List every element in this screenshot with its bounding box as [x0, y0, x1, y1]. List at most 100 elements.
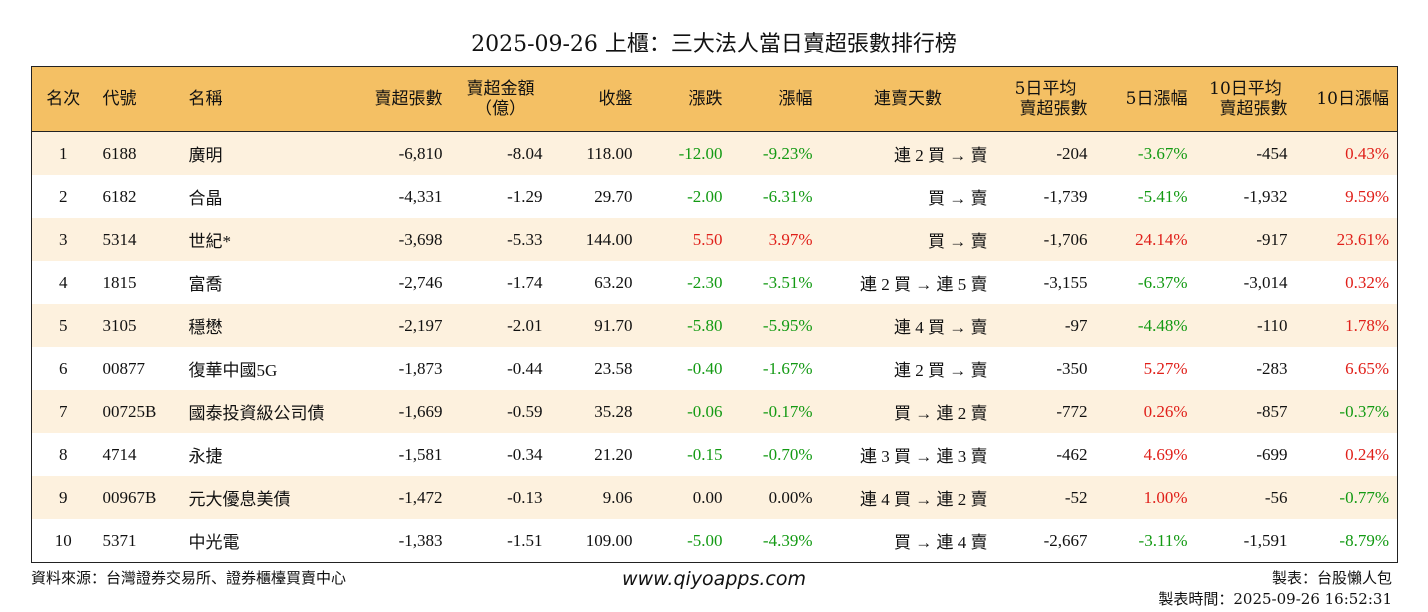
cell-sell-lots: -1,472 [350, 476, 451, 519]
cell-streak: 買 → 賣 [820, 175, 996, 218]
cell-close: 63.20 [550, 261, 641, 304]
cell-pct10: 0.24% [1295, 433, 1398, 476]
table-row: 9 00967B 元大優息美債 -1,472 -0.13 9.06 0.00 0.00% 連 4… [31, 476, 1398, 519]
ranking-table: 名次 代號 名稱 賣超張數 賣超金額 （億） 收盤 漲跌 漲幅 連賣天數 5日平均… [31, 66, 1398, 563]
cell-close: 9.06 [550, 476, 641, 519]
cell-change-pct: -5.95% [730, 304, 821, 347]
cell-rank: 7 [31, 390, 95, 433]
header-sell-lots: 賣超張數 [350, 66, 451, 132]
cell-avg10: -3,014 [1195, 261, 1296, 304]
cell-rank: 9 [31, 476, 95, 519]
cell-streak: 連 2 買 → 賣 [820, 347, 996, 390]
cell-sell-lots: -4,331 [350, 175, 451, 218]
cell-sell-lots: -6,810 [350, 131, 451, 175]
timestamp: 製表時間：2025-09-26 16:52:31 [1158, 590, 1392, 608]
cell-sell-amount: -1.51 [450, 519, 551, 563]
cell-change: -0.06 [640, 390, 731, 433]
cell-avg10: -1,591 [1195, 519, 1296, 563]
cell-pct10: 0.43% [1295, 131, 1398, 175]
cell-avg10: -699 [1195, 433, 1296, 476]
cell-change-pct: -0.70% [730, 433, 821, 476]
cell-change: -0.40 [640, 347, 731, 390]
cell-name: 廣明 [180, 131, 351, 175]
cell-streak: 買 → 連 2 賣 [820, 390, 996, 433]
cell-rank: 6 [31, 347, 95, 390]
cell-code: 00877 [94, 347, 181, 390]
cell-code: 1815 [94, 261, 181, 304]
cell-pct5: 5.27% [1095, 347, 1196, 390]
cell-pct5: 0.26% [1095, 390, 1196, 433]
cell-pct5: -4.48% [1095, 304, 1196, 347]
cell-pct5: -3.11% [1095, 519, 1196, 563]
cell-change: -5.00 [640, 519, 731, 563]
cell-streak: 連 2 買 → 連 5 賣 [820, 261, 996, 304]
cell-code: 5314 [94, 218, 181, 261]
cell-close: 144.00 [550, 218, 641, 261]
cell-change: -12.00 [640, 131, 731, 175]
cell-code: 6188 [94, 131, 181, 175]
cell-name: 永捷 [180, 433, 351, 476]
cell-sell-amount: -0.59 [450, 390, 551, 433]
cell-avg10: -857 [1195, 390, 1296, 433]
table-body: 1 6188 廣明 -6,810 -8.04 118.00 -12.00 -9.23% 連 2 … [31, 131, 1398, 563]
cell-code: 5371 [94, 519, 181, 563]
cell-avg10: -110 [1195, 304, 1296, 347]
cell-change-pct: -4.39% [730, 519, 821, 563]
cell-close: 29.70 [550, 175, 641, 218]
page-title: 2025-09-26 上櫃：三大法人當日賣超張數排行榜 [471, 32, 957, 57]
cell-close: 23.58 [550, 347, 641, 390]
cell-sell-lots: -1,383 [350, 519, 451, 563]
cell-change: -0.15 [640, 433, 731, 476]
cell-change-pct: -0.17% [730, 390, 821, 433]
cell-sell-amount: -1.74 [450, 261, 551, 304]
cell-avg5: -350 [995, 347, 1096, 390]
header-sell-amount: 賣超金額 （億） [450, 66, 551, 132]
cell-close: 91.70 [550, 304, 641, 347]
cell-change-pct: -3.51% [730, 261, 821, 304]
header-row: 名次 代號 名稱 賣超張數 賣超金額 （億） 收盤 漲跌 漲幅 連賣天數 5日平均… [31, 66, 1398, 132]
cell-avg10: -454 [1195, 131, 1296, 175]
cell-sell-amount: -0.44 [450, 347, 551, 390]
cell-close: 21.20 [550, 433, 641, 476]
cell-streak: 買 → 連 4 賣 [820, 519, 996, 563]
cell-pct5: 24.14% [1095, 218, 1196, 261]
cell-avg10: -917 [1195, 218, 1296, 261]
cell-avg5: -3,155 [995, 261, 1096, 304]
cell-sell-amount: -5.33 [450, 218, 551, 261]
cell-pct10: -8.79% [1295, 519, 1398, 563]
cell-pct10: -0.37% [1295, 390, 1398, 433]
header-sell-amount-line2: （億） [475, 99, 526, 119]
cell-avg10: -283 [1195, 347, 1296, 390]
header-pct5: 5日漲幅 [1095, 66, 1196, 132]
cell-sell-amount: -0.34 [450, 433, 551, 476]
cell-close: 109.00 [550, 519, 641, 563]
cell-streak: 買 → 賣 [820, 218, 996, 261]
cell-close: 35.28 [550, 390, 641, 433]
cell-pct5: -5.41% [1095, 175, 1196, 218]
cell-avg5: -97 [995, 304, 1096, 347]
cell-change: -2.00 [640, 175, 731, 218]
cell-sell-lots: -2,197 [350, 304, 451, 347]
cell-name: 合晶 [180, 175, 351, 218]
cell-pct10: 0.32% [1295, 261, 1398, 304]
header-streak: 連賣天數 [820, 66, 996, 132]
cell-avg5: -52 [995, 476, 1096, 519]
cell-rank: 2 [31, 175, 95, 218]
cell-pct5: -3.67% [1095, 131, 1196, 175]
site-link[interactable]: www.qiyoapps.com [622, 568, 806, 590]
cell-sell-amount: -0.13 [450, 476, 551, 519]
cell-code: 3105 [94, 304, 181, 347]
cell-avg5: -204 [995, 131, 1096, 175]
cell-code: 4714 [94, 433, 181, 476]
cell-sell-amount: -8.04 [450, 131, 551, 175]
cell-pct5: -6.37% [1095, 261, 1196, 304]
header-name: 名稱 [180, 66, 351, 132]
cell-rank: 3 [31, 218, 95, 261]
header-avg5-line2: 賣超張數 [1019, 99, 1088, 119]
cell-sell-lots: -1,873 [350, 347, 451, 390]
cell-avg10: -1,932 [1195, 175, 1296, 218]
header-avg10: 10日平均 賣超張數 [1195, 66, 1296, 132]
cell-sell-amount: -1.29 [450, 175, 551, 218]
cell-avg5: -1,706 [995, 218, 1096, 261]
cell-pct10: 9.59% [1295, 175, 1398, 218]
